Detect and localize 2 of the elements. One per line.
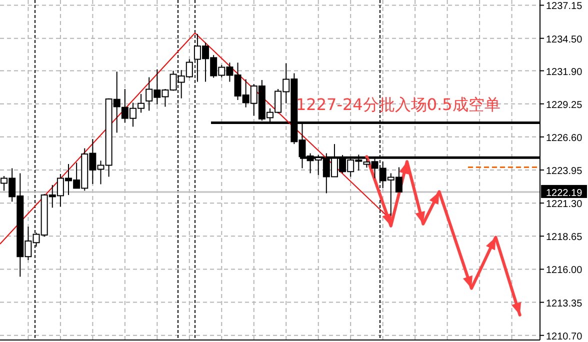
ref-line-label: 1222.19 (546, 188, 583, 199)
annotation: 1227-24分批入场0.5成空单 (296, 95, 500, 114)
